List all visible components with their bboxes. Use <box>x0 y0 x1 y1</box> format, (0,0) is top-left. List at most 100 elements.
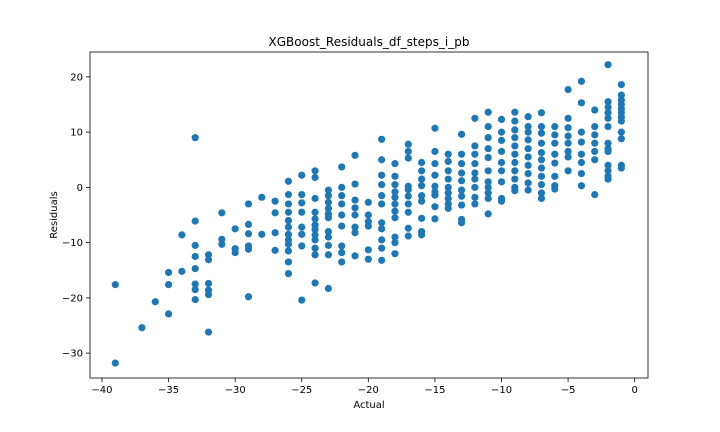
scatter-point <box>524 113 532 121</box>
scatter-point <box>324 214 332 222</box>
scatter-point <box>338 258 346 266</box>
scatter-point <box>178 231 186 239</box>
scatter-point <box>324 192 332 200</box>
scatter-point <box>391 250 399 258</box>
scatter-point <box>338 192 346 200</box>
scatter-point <box>404 140 412 148</box>
scatter-point <box>431 182 439 190</box>
x-tick-label: −35 <box>158 385 179 396</box>
scatter-point <box>617 164 625 172</box>
scatter-point <box>324 233 332 241</box>
scatter-point <box>284 216 293 225</box>
scatter-point <box>471 114 479 122</box>
scatter-point <box>418 167 426 175</box>
scatter-point <box>497 158 506 167</box>
scatter-point <box>418 158 426 167</box>
y-tick-label: 20 <box>70 72 83 83</box>
scatter-point <box>324 186 332 194</box>
scatter-point <box>444 189 452 197</box>
scatter-point <box>311 208 319 216</box>
scatter-point <box>311 173 319 182</box>
scatter-point <box>351 204 359 212</box>
scatter-point <box>577 158 586 167</box>
scatter-point <box>284 269 293 278</box>
scatter-point <box>351 229 359 237</box>
x-axis-label: Actual <box>353 400 384 411</box>
scatter-point <box>391 239 399 247</box>
x-tick-label: −15 <box>424 385 445 396</box>
scatter-point <box>311 225 319 233</box>
scatter-point <box>564 167 572 175</box>
scatter-point <box>338 183 346 191</box>
scatter-point <box>551 159 559 167</box>
scatter-point <box>497 147 506 156</box>
scatter-point <box>418 214 426 222</box>
scatter-point <box>364 211 372 219</box>
scatter-point <box>151 298 159 306</box>
scatter-point <box>311 194 319 203</box>
scatter-point <box>537 122 546 131</box>
scatter-point <box>497 178 506 186</box>
scatter-point <box>258 230 266 238</box>
scatter-point <box>391 172 399 180</box>
scatter-point <box>457 160 466 168</box>
scatter-point <box>351 223 359 231</box>
scatter-point <box>511 150 519 158</box>
scatter-point <box>244 293 253 301</box>
scatter-point <box>204 328 213 336</box>
scatter-point <box>617 117 625 125</box>
scatter-point <box>524 169 532 178</box>
scatter-point <box>298 199 306 207</box>
scatter-point <box>484 183 492 191</box>
chart-title: XGBoost_Residuals_df_steps_i_pb <box>269 35 470 49</box>
scatter-point <box>218 240 226 248</box>
scatter-point <box>484 189 492 197</box>
scatter-point <box>537 109 546 117</box>
scatter-point <box>444 183 452 191</box>
x-tick-label: −40 <box>91 385 112 396</box>
scatter-point <box>511 142 519 150</box>
scatter-point <box>378 219 386 227</box>
scatter-point <box>604 167 612 175</box>
scatter-point <box>378 135 386 143</box>
scatter-point <box>471 169 479 177</box>
scatter-point <box>284 230 293 238</box>
scatter-point <box>391 200 399 208</box>
scatter-point <box>471 183 479 191</box>
scatter-point <box>324 204 332 212</box>
scatter-point <box>284 240 293 248</box>
scatter-point <box>391 193 399 201</box>
scatter-point <box>378 200 386 208</box>
scatter-point <box>577 150 586 158</box>
scatter-point <box>338 222 346 230</box>
scatter-point <box>284 247 293 255</box>
scatter-point <box>244 230 253 238</box>
scatter-point <box>537 156 546 164</box>
scatter-point <box>431 215 439 223</box>
scatter-point <box>378 256 386 264</box>
scatter-point <box>231 225 239 233</box>
scatter-point <box>191 295 199 304</box>
scatter-point <box>378 192 386 200</box>
scatter-point <box>604 147 612 156</box>
scatter-point <box>617 81 625 89</box>
scatter-point <box>364 222 372 230</box>
scatter-point <box>404 147 412 156</box>
scatter-point <box>564 124 572 132</box>
scatter-point <box>444 204 452 212</box>
scatter-point <box>191 217 199 225</box>
scatter-point <box>484 167 492 175</box>
scatter-point <box>484 153 492 162</box>
scatter-point <box>271 246 279 254</box>
scatter-point <box>497 115 506 124</box>
scatter-point <box>564 114 572 122</box>
scatter-point <box>351 196 359 204</box>
scatter-point <box>564 139 572 147</box>
scatter-point <box>537 194 546 203</box>
scatter-point <box>551 122 559 131</box>
scatter-point <box>231 248 239 257</box>
scatter-point <box>391 181 399 189</box>
scatter-point <box>497 167 506 175</box>
scatter-point <box>604 139 612 147</box>
scatter-point <box>591 122 599 131</box>
